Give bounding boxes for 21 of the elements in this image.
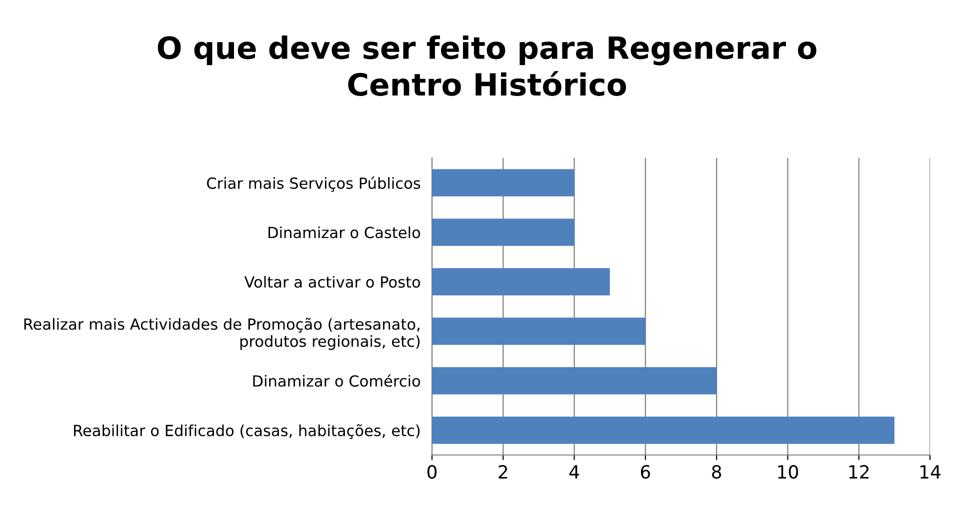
y-tick-label: Dinamizar o Castelo xyxy=(268,226,420,238)
chart-title: O que deve ser feito para Regenerar o Centro Histórico xyxy=(158,36,816,96)
x-tick-label: 8 xyxy=(712,465,722,479)
bar xyxy=(432,416,894,444)
x-tick-label: 10 xyxy=(778,465,798,479)
x-tick-label: 12 xyxy=(849,465,869,478)
y-tick-label: Reabilitar o Edificado (casas, habitações, etc) xyxy=(74,424,420,440)
y-tick-label: Dinamizar o Comércio xyxy=(253,374,420,387)
x-tick-label: 0 xyxy=(427,465,437,479)
bar xyxy=(432,218,574,246)
bar xyxy=(432,318,646,345)
x-tick-label: 2 xyxy=(498,465,508,478)
x-tick-label: 4 xyxy=(569,465,580,478)
bar xyxy=(432,169,574,196)
x-tick-label: 6 xyxy=(640,465,650,479)
y-tick-label: Realizar mais Actividades de Promoção (artesanato, produtos regionais, etc) xyxy=(24,318,420,350)
bar xyxy=(432,268,610,296)
bar xyxy=(432,367,717,394)
y-tick-label: Voltar a activar o Posto xyxy=(244,276,420,288)
y-tick-label: Criar mais Serviços Públicos xyxy=(207,176,420,192)
x-tick-label: 14 xyxy=(920,465,940,478)
